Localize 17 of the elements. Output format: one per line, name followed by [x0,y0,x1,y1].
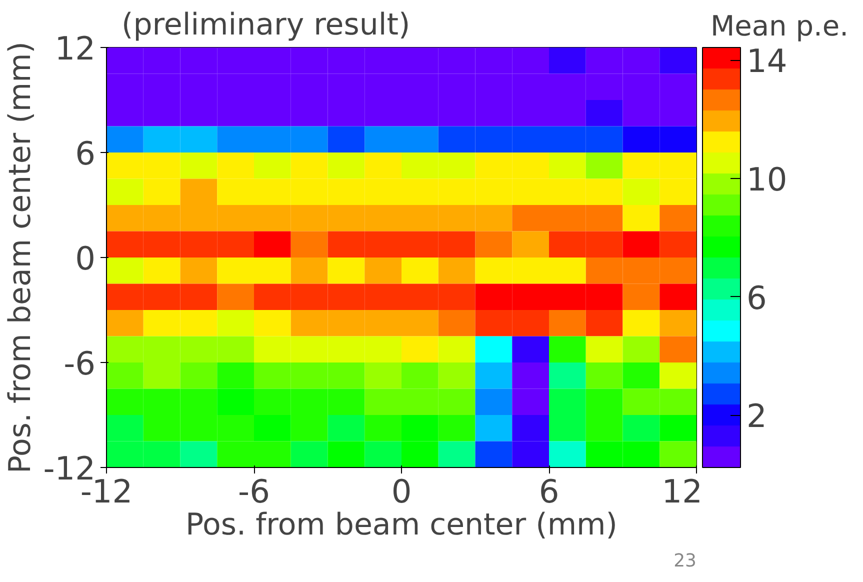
x-tick-label: 6 [538,472,560,510]
x-tick-label: 0 [391,472,412,510]
color-bar-title: Mean p.e. [710,10,849,42]
y-tick-label: 6 [75,134,96,172]
x-tick-label: -6 [238,472,270,510]
color-bar-label: 6 [746,278,767,317]
color-bar-label: 2 [746,397,767,436]
color-bar-label: 10 [746,160,788,199]
chart-title: (preliminary result) [122,8,410,42]
x-tick-label: 12 [662,472,702,510]
text: 23 [674,550,696,572]
x-axis-title: Pos. from beam center (mm) [186,508,618,542]
y-tick-label: 12 [54,30,96,68]
color-bar-label: 14 [746,42,788,80]
y-tick-label: -6 [64,344,96,382]
y-axis-title: Pos. from beam center (mm) [3,42,38,474]
y-tick-label: 0 [75,240,96,278]
